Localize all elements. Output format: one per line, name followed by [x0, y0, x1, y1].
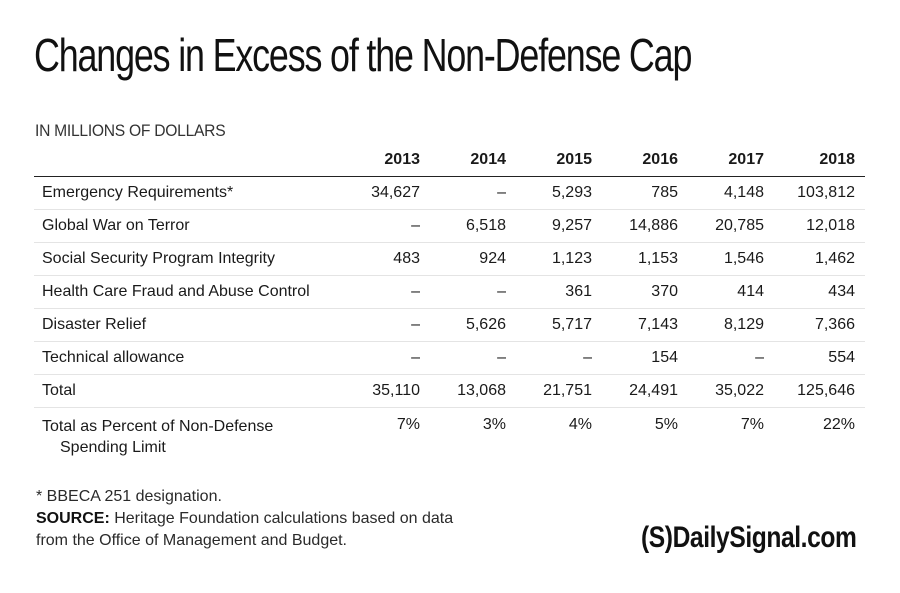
dailysignal-logo: (S)DailySignal.com — [641, 521, 857, 555]
row-label: Global War on Terror — [34, 209, 344, 243]
total-value: 35,110 — [344, 374, 430, 408]
cell-value: 20,785 — [688, 209, 774, 243]
cell-value: 361 — [516, 275, 602, 309]
row-label: Emergency Requirements* — [34, 176, 344, 210]
header-year: 2018 — [774, 144, 865, 177]
cell-value: 785 — [602, 176, 688, 210]
cell-value: – — [516, 341, 602, 375]
chart-title: Changes in Excess of the Non-Defense Cap — [34, 29, 692, 81]
cell-value: 434 — [774, 275, 865, 309]
data-table: 2013 2014 2015 2016 2017 2018 Emergency … — [34, 144, 865, 460]
cell-value: – — [344, 308, 430, 342]
cell-value: 1,546 — [688, 242, 774, 276]
logo-mark-icon: (S) — [641, 521, 673, 554]
cell-value: 6,518 — [430, 209, 516, 243]
table-row: Disaster Relief –5,626 5,717 7,143 8,129 7,36… — [34, 308, 865, 342]
header-year: 2016 — [602, 144, 688, 177]
cell-value: – — [430, 275, 516, 309]
cell-value: 483 — [344, 242, 430, 276]
table-row: Emergency Requirements* 34,627–5,293 785 4,… — [34, 176, 865, 210]
cell-value: 1,462 — [774, 242, 865, 276]
total-value: 24,491 — [602, 374, 688, 408]
table-row: Technical allowance – – –154–554 — [34, 341, 865, 375]
cell-value: 103,812 — [774, 176, 865, 210]
percent-value: 7% — [396, 416, 420, 433]
cell-value: 154 — [602, 341, 688, 375]
header-year: 2017 — [688, 144, 774, 177]
header-row: 2013 2014 2015 2016 2017 2018 — [34, 144, 865, 177]
percent-value: 3% — [482, 416, 506, 433]
total-label: Total — [34, 374, 344, 408]
cell-value: 14,886 — [602, 209, 688, 243]
row-label: Disaster Relief — [34, 308, 344, 342]
header-year: 2015 — [516, 144, 602, 177]
total-value: 125,646 — [774, 374, 865, 408]
cell-value: 12,018 — [774, 209, 865, 243]
table-row: Social Security Program Integrity 483 924 1… — [34, 242, 865, 276]
row-label: Health Care Fraud and Abuse Control — [34, 275, 344, 309]
cell-value: 5,626 — [430, 308, 516, 342]
percent-label-line2: Spending Limit — [60, 439, 166, 456]
table-row: Health Care Fraud and Abuse Control – –361… — [34, 275, 865, 309]
logo-text: DailySignal.com — [672, 521, 857, 554]
source-text: Heritage Foundation calculations based o… — [109, 510, 454, 527]
header-year: 2014 — [430, 144, 516, 177]
cell-value: 4,148 — [688, 176, 774, 210]
row-label: Social Security Program Integrity — [34, 242, 344, 276]
total-value: 21,751 — [516, 374, 602, 408]
cell-value: 5,717 — [516, 308, 602, 342]
cell-value: – — [344, 275, 430, 309]
header-year: 2013 — [344, 144, 430, 177]
notes: * BBECA 251 designation. SOURCE: Heritag… — [36, 486, 453, 552]
cell-value: 5,293 — [516, 176, 602, 210]
percent-row: Total as Percent of Non-Defense Spending … — [34, 408, 865, 461]
header-label — [34, 144, 344, 177]
total-value: 35,022 — [688, 374, 774, 408]
cell-value: – — [430, 341, 516, 375]
cell-value: 554 — [774, 341, 865, 375]
cell-value: 7,366 — [774, 308, 865, 342]
row-label: Technical allowance — [34, 341, 344, 375]
cell-value: 924 — [430, 242, 516, 276]
source-line: SOURCE: Heritage Foundation calculations… — [36, 508, 453, 530]
units-subtitle: IN MILLIONS OF DOLLARS — [35, 121, 226, 140]
cell-value: – — [344, 341, 430, 375]
percent-value: 5% — [654, 416, 678, 433]
cell-value: 34,627 — [344, 176, 430, 210]
percent-value: 22% — [822, 416, 855, 433]
cell-value: 414 — [688, 275, 774, 309]
source-label: SOURCE: — [36, 510, 110, 527]
cell-value: 9,257 — [516, 209, 602, 243]
cell-value: 1,153 — [602, 242, 688, 276]
cell-value: 7,143 — [602, 308, 688, 342]
percent-label-line1: Total as Percent of Non-Defense — [42, 418, 274, 435]
cell-value: 370 — [602, 275, 688, 309]
cell-value: 1,123 — [516, 242, 602, 276]
total-row: Total 35,110 13,068 21,751 24,491 35,022 125,6… — [34, 374, 865, 408]
table-row: Global War on Terror –6,518 9,257 14,886 20,… — [34, 209, 865, 243]
footnote: * BBECA 251 designation. — [36, 488, 222, 505]
cell-value: – — [344, 209, 430, 243]
percent-label: Total as Percent of Non-Defense Spending … — [34, 408, 344, 461]
cell-value: 8,129 — [688, 308, 774, 342]
total-value: 13,068 — [430, 374, 516, 408]
percent-value: 7% — [740, 416, 764, 433]
cell-value: – — [688, 341, 774, 375]
cell-value: – — [430, 176, 516, 210]
percent-value: 4% — [568, 416, 592, 433]
source-text-2: from the Office of Management and Budget… — [36, 532, 347, 549]
